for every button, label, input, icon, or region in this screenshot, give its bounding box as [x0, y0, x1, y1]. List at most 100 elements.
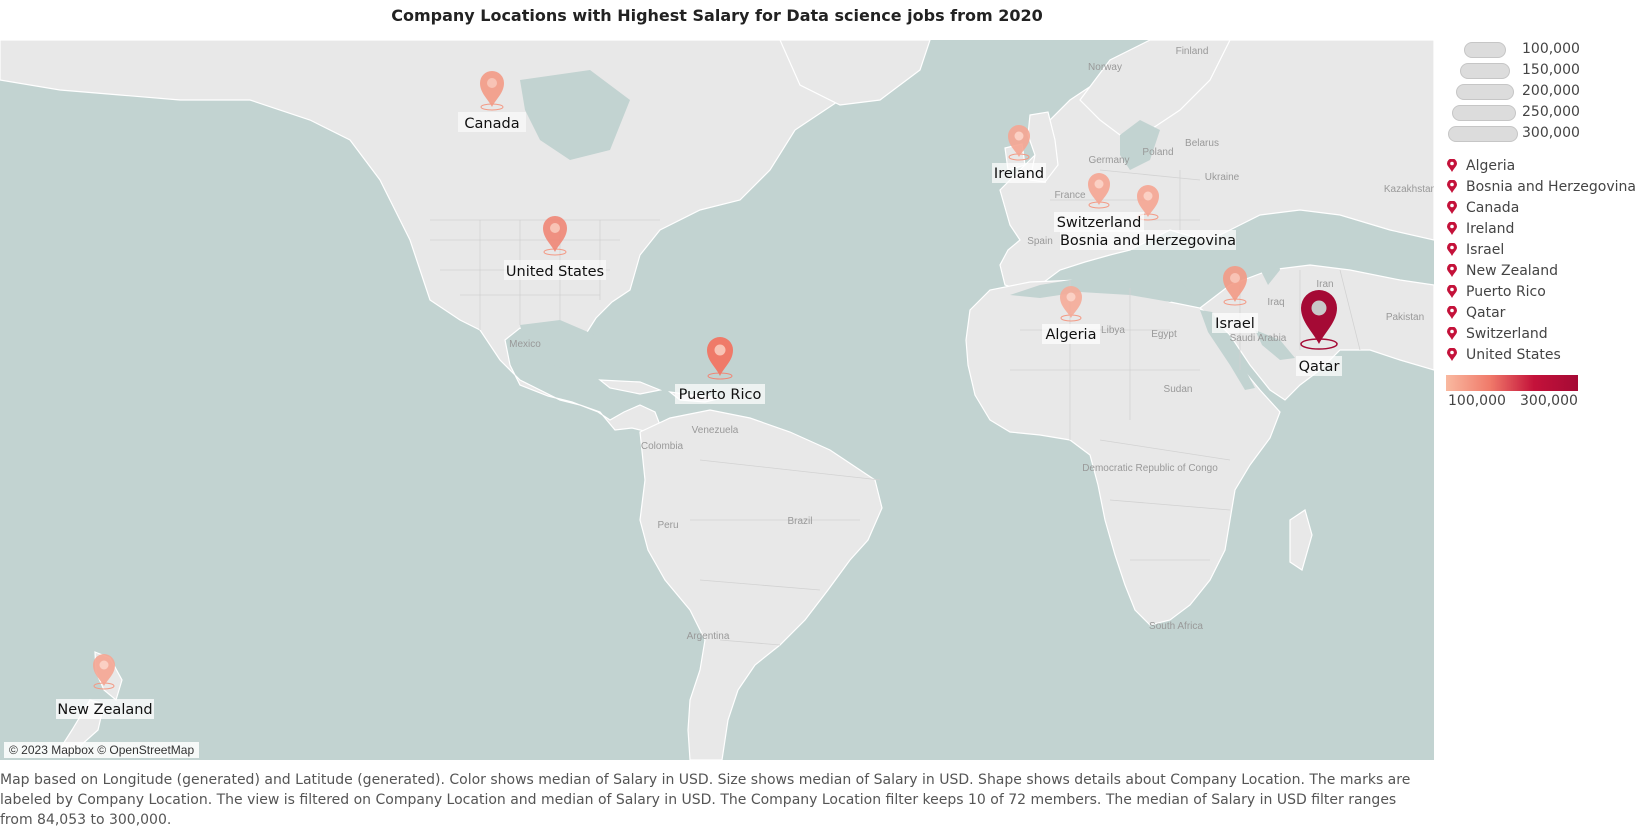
- pin-united-states[interactable]: [543, 216, 567, 256]
- size-legend-label: 100,000: [1522, 41, 1580, 57]
- size-legend-label: 150,000: [1522, 62, 1580, 78]
- shape-legend-item[interactable]: Canada: [1446, 197, 1640, 218]
- pin-puerto-rico[interactable]: [707, 337, 733, 380]
- shape-legend-label: New Zealand: [1466, 262, 1558, 279]
- label-norway: Norway: [1088, 62, 1122, 73]
- shape-legend-label: Switzerland: [1466, 325, 1548, 342]
- label-mexico: Mexico: [509, 339, 541, 350]
- map-pin-icon: [1446, 200, 1458, 215]
- color-ramp: [1446, 375, 1578, 391]
- label-brazil: Brazil: [787, 516, 812, 527]
- size-legend-label: 250,000: [1522, 104, 1580, 120]
- pin-algeria[interactable]: [1060, 286, 1082, 322]
- madagascar-land: [1289, 509, 1313, 571]
- baltic: [1120, 120, 1160, 170]
- size-shape-icon: [1448, 126, 1518, 142]
- chart-caption: Map based on Longitude (generated) and L…: [0, 772, 1411, 828]
- color-max-label: 300,000: [1520, 393, 1578, 409]
- pin-canada[interactable]: [480, 71, 504, 111]
- map-pin-icon: [1446, 179, 1458, 194]
- pin-new-zealand[interactable]: [93, 654, 115, 690]
- shape-legend-label: United States: [1466, 346, 1561, 363]
- size-shape-icon: [1464, 42, 1506, 58]
- shape-legend-item[interactable]: Qatar: [1446, 302, 1640, 323]
- size-shape-icon: [1452, 105, 1516, 121]
- shape-legend-item[interactable]: United States: [1446, 344, 1640, 365]
- map-pin-icon: [1446, 305, 1458, 320]
- label-belarus: Belarus: [1185, 138, 1219, 149]
- size-legend-item: 200,000: [1446, 82, 1640, 103]
- pin-qatar[interactable]: [1300, 290, 1338, 350]
- label-united-states: United States: [506, 264, 604, 280]
- label-sudan: Sudan: [1164, 384, 1193, 395]
- label-egypt: Egypt: [1151, 329, 1177, 340]
- caribbean-land: [598, 379, 663, 395]
- label-iraq: Iraq: [1267, 297, 1284, 308]
- label-bosnia: Bosnia and Herzegovina: [1060, 233, 1236, 249]
- shape-legend-item[interactable]: Switzerland: [1446, 323, 1640, 344]
- label-germany: Germany: [1088, 155, 1129, 166]
- size-legend-label: 300,000: [1522, 125, 1580, 141]
- map-pin-icon: [1446, 284, 1458, 299]
- scandinavia-land: [1079, 40, 1231, 136]
- persian-gulf: [1255, 330, 1295, 360]
- label-pakistan: Pakistan: [1386, 312, 1424, 323]
- greenland-land: [779, 40, 931, 106]
- world-map[interactable]: Mexico Venezuela Colombia Brazil Peru Ar…: [0, 40, 1434, 760]
- chart-title: Company Locations with Highest Salary fo…: [391, 6, 1043, 25]
- label-israel: Israel: [1215, 316, 1255, 332]
- north-america-land: [0, 40, 906, 433]
- label-saudi: Saudi Arabia: [1230, 333, 1287, 344]
- size-legend-label: 200,000: [1522, 83, 1580, 99]
- label-new-zealand: New Zealand: [57, 702, 152, 718]
- map-pin-icon: [1446, 326, 1458, 341]
- color-min-label: 100,000: [1448, 393, 1506, 409]
- shape-legend: Algeria Bosnia and Herzegovina Canada Irela…: [1446, 155, 1640, 365]
- label-qatar: Qatar: [1299, 359, 1340, 375]
- shape-legend-label: Puerto Rico: [1466, 283, 1546, 300]
- label-venezuela: Venezuela: [692, 425, 739, 436]
- pin-israel[interactable]: [1223, 266, 1247, 306]
- label-iran: Iran: [1316, 279, 1333, 290]
- hudson-bay: [520, 70, 630, 160]
- map-attribution[interactable]: © 2023 Mapbox © OpenStreetMap: [4, 742, 200, 758]
- label-algeria: Algeria: [1046, 327, 1097, 343]
- map-pin-icon: [1446, 347, 1458, 362]
- shape-legend-item[interactable]: New Zealand: [1446, 260, 1640, 281]
- caspian-sea: [1258, 230, 1280, 285]
- label-spain: Spain: [1027, 236, 1053, 247]
- color-legend: 100,000 300,000: [1446, 375, 1640, 409]
- shape-legend-label: Ireland: [1466, 220, 1515, 237]
- size-legend-item: 250,000: [1446, 103, 1640, 124]
- label-peru: Peru: [657, 520, 678, 531]
- shape-legend-label: Bosnia and Herzegovina: [1466, 178, 1636, 195]
- label-south-africa: South Africa: [1149, 621, 1203, 632]
- label-argentina: Argentina: [687, 631, 730, 642]
- base-labels: Mexico Venezuela Colombia Brazil Peru Ar…: [509, 46, 1434, 642]
- africa-land: [965, 279, 1281, 626]
- label-finland: Finland: [1176, 46, 1209, 57]
- pin-bosnia[interactable]: [1137, 185, 1159, 221]
- shape-legend-item[interactable]: Ireland: [1446, 218, 1640, 239]
- shape-legend-item[interactable]: Algeria: [1446, 155, 1640, 176]
- size-shape-icon: [1460, 63, 1510, 79]
- label-colombia: Colombia: [641, 441, 684, 452]
- pin-switzerland[interactable]: [1088, 173, 1110, 209]
- size-legend: 100,000 150,000 200,000 250,000 300,000: [1446, 40, 1640, 145]
- label-ireland: Ireland: [994, 166, 1044, 182]
- label-switzerland: Switzerland: [1057, 215, 1142, 231]
- map-pin-icon: [1446, 263, 1458, 278]
- pin-ireland[interactable]: [1008, 125, 1030, 161]
- shape-legend-label: Canada: [1466, 199, 1520, 216]
- color-ramp-labels: 100,000 300,000: [1446, 391, 1640, 409]
- label-france: France: [1054, 190, 1086, 201]
- shape-legend-item[interactable]: Puerto Rico: [1446, 281, 1640, 302]
- label-poland: Poland: [1142, 147, 1173, 158]
- shape-legend-item[interactable]: Israel: [1446, 239, 1640, 260]
- size-legend-item: 150,000: [1446, 61, 1640, 82]
- shape-legend-item[interactable]: Bosnia and Herzegovina: [1446, 176, 1640, 197]
- label-ukraine: Ukraine: [1205, 172, 1240, 183]
- shape-legend-label: Algeria: [1466, 157, 1516, 174]
- shape-legend-label: Israel: [1466, 241, 1505, 258]
- gulf-of-mexico: [520, 320, 595, 368]
